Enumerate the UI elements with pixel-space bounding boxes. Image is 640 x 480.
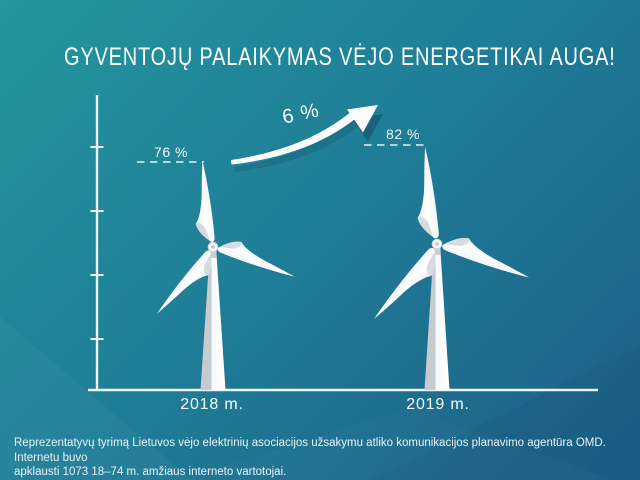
footnote-line-2: apklausti 1073 18–74 m. amžiaus internet… [14, 466, 287, 478]
footnote: Reprezentatyvų tyrimą Lietuvos vėjo elek… [14, 436, 634, 480]
value-label-2018: 76 % [154, 144, 188, 160]
value-label-2019: 82 % [386, 126, 420, 142]
axes [88, 95, 598, 392]
page-title: GYVENTOJŲ PALAIKYMAS VĖJO ENERGETIKAI AU… [64, 43, 616, 71]
wind-turbine-icon-2018 [154, 160, 300, 390]
footnote-line-1: Reprezentatyvų tyrimą Lietuvos vėjo elek… [14, 437, 606, 464]
category-label-2018: 2018 m. [180, 396, 244, 413]
category-label-2019: 2019 m. [406, 396, 470, 413]
wind-turbine-icon-2019 [371, 146, 535, 390]
growth-arrow-icon [231, 105, 383, 172]
